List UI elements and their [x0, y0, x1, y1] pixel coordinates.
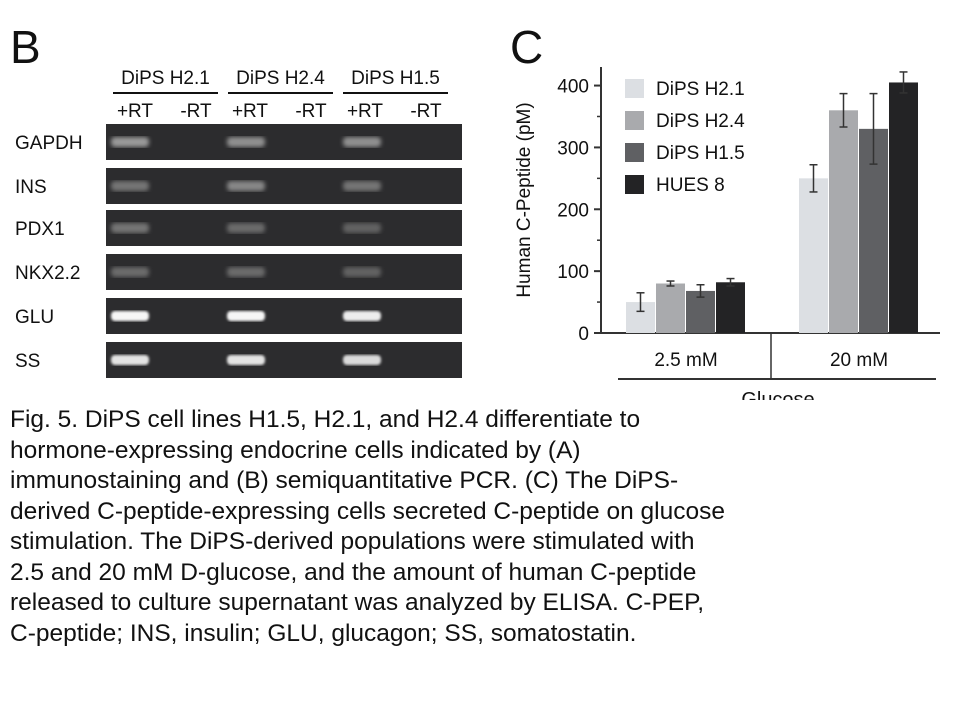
figure-caption: Fig. 5. DiPS cell lines H1.5, H2.1, and …	[10, 405, 955, 649]
x-tick-label: 2.5 mM	[654, 350, 717, 371]
gel-band	[227, 137, 265, 147]
gel-band	[343, 267, 381, 277]
gel-lane-label: -RT	[295, 101, 327, 122]
gel-band	[343, 223, 381, 233]
gel-row-label: GLU	[15, 307, 54, 328]
bar	[889, 82, 918, 333]
gel-lane-label: +RT	[117, 101, 153, 122]
figure-canvas: B DiPS H2.1 +RT -RT DiPS H2.4 +RT -RT DiPS H1.…	[10, 21, 940, 400]
caption-line: derived C-peptide-expressing cells secre…	[10, 497, 725, 525]
caption-line: 2.5 and 20 mM D-glucose, and the amount …	[10, 558, 697, 586]
legend-label: DiPS H2.4	[656, 111, 745, 132]
gel-band	[227, 311, 265, 321]
gel-row-label: GAPDH	[15, 133, 83, 154]
gel-strip	[106, 168, 462, 204]
gel-band	[227, 181, 265, 191]
legend-label: HUES 8	[656, 175, 725, 196]
gel-lane-label: -RT	[180, 101, 212, 122]
gel-band	[111, 181, 149, 191]
gel-strip	[106, 254, 462, 290]
gel-row-label: INS	[15, 177, 47, 198]
y-tick-label: 300	[557, 138, 589, 159]
legend-label: DiPS H1.5	[656, 143, 745, 164]
legend-swatch	[625, 175, 644, 194]
gel-band	[227, 223, 265, 233]
gel-strip	[106, 298, 462, 334]
y-tick-label: 200	[557, 200, 589, 221]
y-axis-label: Human C-Peptide (pM)	[514, 102, 535, 297]
gel-band	[111, 311, 149, 321]
gel-band	[111, 223, 149, 233]
caption-line: hormone-expressing endocrine cells indic…	[10, 436, 581, 464]
gel-band	[111, 355, 149, 365]
legend-label: DiPS H2.1	[656, 79, 745, 100]
panel-c-letter: C	[510, 21, 543, 73]
y-tick-label: 400	[557, 77, 589, 98]
legend-swatch	[625, 111, 644, 130]
chart-bars: 2.5 mM 20 mM	[626, 71, 918, 371]
gel-lane-label: +RT	[347, 101, 383, 122]
gel-strip	[106, 210, 462, 246]
bar	[686, 290, 715, 333]
gel-strip	[106, 124, 462, 160]
caption-line: C-peptide; INS, insulin; GLU, glucagon; …	[10, 619, 637, 647]
gel-band	[227, 355, 265, 365]
bar	[799, 178, 828, 333]
gel-row-label: NKX2.2	[15, 263, 80, 284]
panel-b-letter: B	[10, 21, 41, 73]
y-tick-label: 100	[557, 262, 589, 283]
gel-strip	[106, 342, 462, 378]
gel-lane-label: -RT	[410, 101, 442, 122]
legend-swatch	[625, 143, 644, 162]
gel-row-label: SS	[15, 351, 40, 372]
panel-b: B DiPS H2.1 +RT -RT DiPS H2.4 +RT -RT DiPS H1.…	[10, 21, 462, 378]
x-axis-label: Glucose	[741, 389, 814, 400]
panel-c: C Human C-Peptide (pM) 0 100 200 300 400 2.5…	[510, 21, 940, 400]
gel-group-label: DiPS H2.1	[121, 68, 210, 89]
gel-band	[227, 267, 265, 277]
gel-band	[111, 267, 149, 277]
legend-swatch	[625, 79, 644, 98]
gel-row-label: PDX1	[15, 219, 65, 240]
bar	[829, 110, 858, 333]
bar	[656, 283, 685, 333]
gel-band	[343, 311, 381, 321]
gel-band	[343, 137, 381, 147]
x-tick-label: 20 mM	[830, 350, 888, 371]
bar	[716, 282, 745, 333]
gel-group-label: DiPS H2.4	[236, 68, 325, 89]
gel-band	[343, 355, 381, 365]
caption-line: stimulation. The DiPS-derived population…	[10, 528, 695, 555]
gel-group-label: DiPS H1.5	[351, 68, 440, 89]
caption-line: Fig. 5. DiPS cell lines H1.5, H2.1, and …	[10, 406, 641, 433]
caption-line: released to culture supernatant was anal…	[10, 589, 705, 616]
gel-band	[111, 137, 149, 147]
gel-rows: GAPDH INS PDX1 NKX2.2 GLU SS	[15, 124, 462, 378]
y-tick-label: 0	[578, 324, 589, 345]
chart-legend: DiPS H2.1 DiPS H2.4 DiPS H1.5 HUES 8	[625, 79, 745, 196]
gel-lane-label: +RT	[232, 101, 268, 122]
gel-band	[343, 181, 381, 191]
gel-lane-header: DiPS H2.1 +RT -RT DiPS H2.4 +RT -RT DiPS H1.5 +…	[113, 68, 448, 122]
caption-line: immunostaining and (B) semiquantitative …	[10, 467, 679, 494]
